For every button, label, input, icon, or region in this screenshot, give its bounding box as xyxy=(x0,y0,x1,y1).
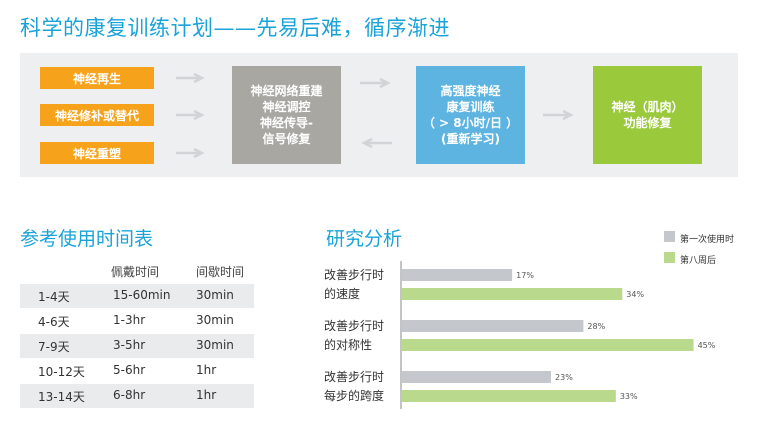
rest-cell: 30min xyxy=(196,338,234,352)
day-cell: 7-9天 xyxy=(38,340,70,354)
bar xyxy=(402,371,552,383)
wear-cell: 15-60min xyxy=(113,288,171,302)
function-repair-box: 神经（肌肉） 功能修复 xyxy=(593,66,702,164)
neural-regulation-line: 神经调控 xyxy=(262,100,311,114)
bar-chart: 改善步行时的速度17%34%改善步行时的对称性28%45%改善步行时每步的跨度2… xyxy=(324,261,716,409)
wear-cell: 6-8hr xyxy=(113,388,146,402)
category-label: 改善步行时 xyxy=(324,267,384,282)
schedule-title: 参考使用时间表 xyxy=(20,228,154,250)
table-row: 1-4天 15-60min 30min xyxy=(20,284,254,308)
intensive-line-1: 高强度神经 xyxy=(440,84,501,98)
legend-swatch-first-use xyxy=(664,231,675,242)
input-box-regeneration: 神经再生 xyxy=(40,67,154,89)
input-box-remodeling: 神经重塑 xyxy=(40,142,154,164)
function-repair-line-1: 神经（肌肉） xyxy=(611,100,684,114)
rest-cell: 30min xyxy=(196,288,234,302)
day-cell: 10-12天 xyxy=(38,365,85,379)
value-label: 23% xyxy=(555,373,573,382)
category-label: 的对称性 xyxy=(324,337,372,352)
intensive-line-2: 康复训练 xyxy=(446,100,495,114)
wear-cell: 1-3hr xyxy=(113,313,146,327)
arrow-left-icon xyxy=(361,137,392,149)
bar xyxy=(402,288,623,300)
function-repair-line-2: 功能修复 xyxy=(623,116,672,130)
header-rest-time: 间歇时间 xyxy=(196,265,245,279)
wear-cell: 3-5hr xyxy=(113,338,146,352)
page-title: 科学的康复训练计划——先易后难，循序渐进 xyxy=(20,16,450,40)
value-label: 17% xyxy=(516,271,534,280)
analysis-title: 研究分析 xyxy=(326,228,403,250)
arrow-right-icon xyxy=(360,77,391,89)
rest-cell: 30min xyxy=(196,313,234,327)
arrow-right-icon xyxy=(543,109,574,121)
day-cell: 13-14天 xyxy=(38,390,85,404)
table-row: 10-12天 5-6hr 1hr xyxy=(20,359,254,383)
arrow-right-icon xyxy=(176,72,205,84)
flow-diagram: 神经再生 神经修补或替代 神经重塑 神经网络重建 神经调控 神经传导- 信号修复… xyxy=(20,53,738,177)
category-label: 改善步行时 xyxy=(324,318,384,333)
wear-cell: 5-6hr xyxy=(113,363,146,377)
day-cell: 1-4天 xyxy=(38,290,70,304)
table-row: 4-6天 1-3hr 30min xyxy=(20,309,254,333)
category-label: 改善步行时 xyxy=(324,369,384,384)
legend-label-first-use: 第一次使用时 xyxy=(680,235,735,245)
intensive-line-3: （ > 8小时/日 ） xyxy=(422,116,519,130)
value-label: 34% xyxy=(626,290,644,299)
signal-repair-line: 信号修复 xyxy=(262,132,311,146)
network-rebuild-line: 神经网络重建 xyxy=(250,84,323,98)
legend-swatch-week-eight xyxy=(664,252,675,263)
neural-conduction-line: 神经传导- xyxy=(260,116,313,130)
category-label: 的速度 xyxy=(324,286,360,301)
value-label: 28% xyxy=(587,322,605,331)
bar xyxy=(402,390,616,402)
input-box-repair: 神经修补或替代 xyxy=(40,104,154,126)
bar xyxy=(402,269,513,281)
legend-label-week-eight: 第八周后 xyxy=(680,256,717,266)
table-row: 7-9天 3-5hr 30min xyxy=(20,334,254,358)
arrow-right-icon xyxy=(176,109,205,121)
value-label: 45% xyxy=(698,341,716,350)
intensive-line-4: (重新学习) xyxy=(441,132,500,146)
day-cell: 4-6天 xyxy=(38,315,70,329)
value-label: 33% xyxy=(620,392,638,401)
bar xyxy=(402,339,694,351)
rest-cell: 1hr xyxy=(196,363,217,377)
bar xyxy=(402,320,584,332)
rest-cell: 1hr xyxy=(196,388,217,402)
arrow-right-icon xyxy=(176,147,205,159)
network-rebuild-box: 神经网络重建 神经调控 神经传导- 信号修复 xyxy=(232,66,341,164)
header-wear-time: 佩戴时间 xyxy=(111,265,160,279)
category-label: 每步的跨度 xyxy=(324,388,384,403)
intensive-training-box: 高强度神经 康复训练 （ > 8小时/日 ） (重新学习) xyxy=(416,66,525,164)
table-row: 13-14天 6-8hr 1hr xyxy=(20,384,254,408)
